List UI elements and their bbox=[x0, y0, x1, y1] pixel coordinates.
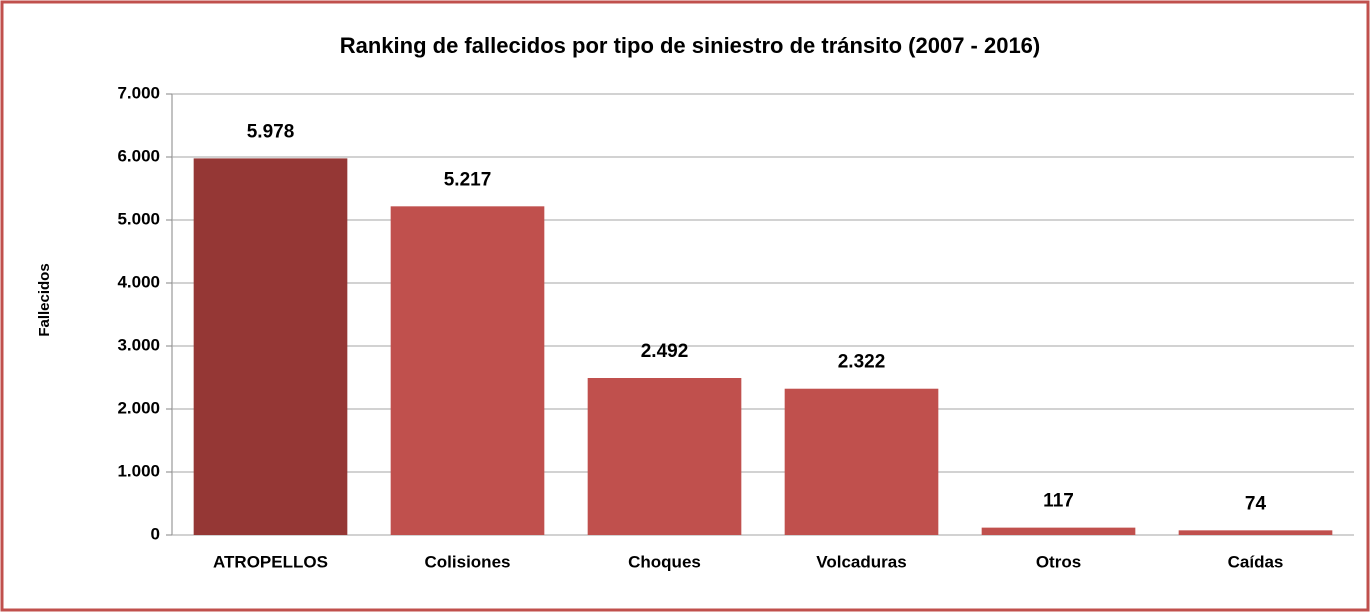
y-tick-label: 3.000 bbox=[117, 335, 160, 354]
value-label: 2.322 bbox=[838, 352, 886, 373]
x-tick-label: Volcaduras bbox=[816, 552, 906, 571]
y-axis-label: Fallecidos bbox=[36, 263, 53, 336]
value-label: 5.217 bbox=[444, 169, 492, 190]
bar bbox=[784, 388, 939, 535]
bar bbox=[193, 158, 348, 536]
bar bbox=[981, 527, 1136, 535]
y-tick-label: 4.000 bbox=[117, 272, 160, 291]
x-tick-label: ATROPELLOS bbox=[213, 552, 328, 571]
value-label: 5.978 bbox=[247, 121, 295, 142]
bar bbox=[390, 206, 545, 536]
value-label: 117 bbox=[1043, 491, 1074, 512]
y-tick-label: 6.000 bbox=[117, 146, 160, 165]
y-tick-label: 1.000 bbox=[117, 461, 160, 480]
bar bbox=[1178, 530, 1333, 535]
y-tick-label: 5.000 bbox=[117, 209, 160, 228]
x-tick-label: Caídas bbox=[1228, 552, 1284, 571]
chart-title: Ranking de fallecidos por tipo de sinies… bbox=[340, 33, 1041, 58]
y-tick-label: 0 bbox=[151, 524, 160, 543]
value-label: 74 bbox=[1245, 493, 1267, 514]
x-tick-label: Otros bbox=[1036, 552, 1081, 571]
value-label: 2.492 bbox=[641, 341, 689, 362]
y-tick-label: 2.000 bbox=[117, 398, 160, 417]
bar bbox=[587, 378, 742, 535]
x-tick-label: Colisiones bbox=[425, 552, 511, 571]
x-tick-label: Choques bbox=[628, 552, 701, 571]
y-tick-label: 7.000 bbox=[117, 83, 160, 102]
